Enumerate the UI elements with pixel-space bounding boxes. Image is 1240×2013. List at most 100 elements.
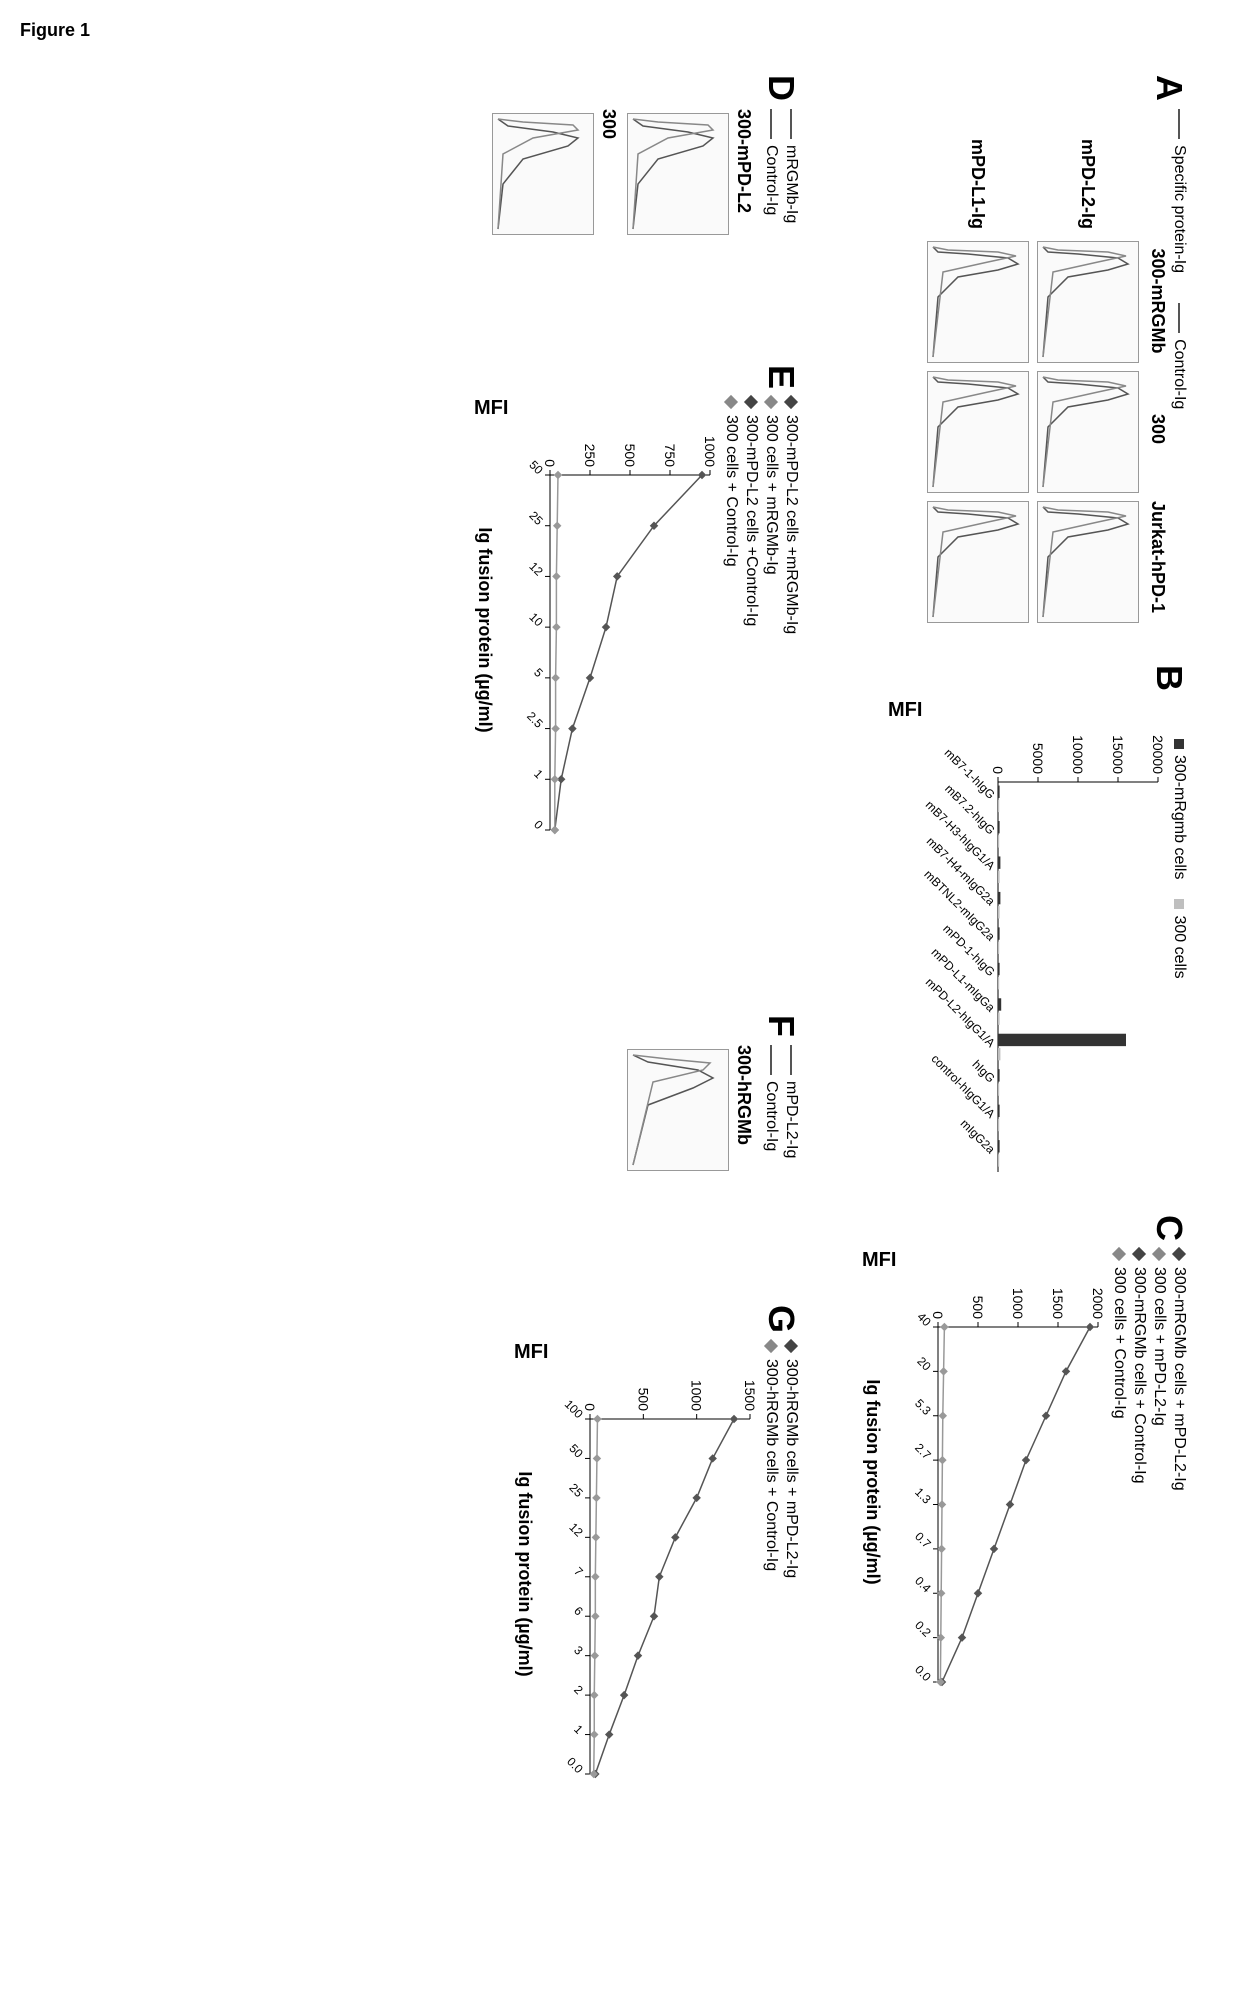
svg-text:2: 2 <box>571 1683 586 1698</box>
histogram-plot <box>1037 371 1139 493</box>
svg-text:1500: 1500 <box>1050 1288 1066 1319</box>
panel-e-xlabel: Ig fusion protein (µg/ml) <box>474 420 495 840</box>
hist-box-label: 300-mPD-L2 <box>733 109 754 239</box>
legend-item-label: 300-mPD-L2 cells +mRGMb-Ig <box>782 415 800 634</box>
legend-b-1: 300-mRgmb cells <box>1170 739 1188 879</box>
legend-a-specific: Specific protein-Ig <box>1170 109 1188 273</box>
col-a-1: 300 <box>1147 365 1168 493</box>
legend-b-2-label: 300 cells <box>1170 915 1188 978</box>
legend-item-label: 300 cells + mPD-L2-Ig <box>1150 1267 1168 1426</box>
panel-e-chart: 025050075010005025121052.510 <box>500 420 720 840</box>
panel-c-chart: 050010001500200040205.32.71.30.70.40.20.… <box>888 1272 1108 1692</box>
svg-text:25: 25 <box>566 1481 586 1501</box>
legend-item-label: 300-hRGMb cells + Control-Ig <box>762 1359 780 1571</box>
col-a-0: 300-mRGMb <box>1147 237 1168 365</box>
svg-text:500: 500 <box>970 1296 986 1320</box>
svg-text:10: 10 <box>526 610 546 630</box>
svg-text:5: 5 <box>531 665 546 680</box>
panel-b-label: B <box>888 665 1190 691</box>
svg-text:1000: 1000 <box>702 436 718 467</box>
svg-text:1500: 1500 <box>742 1380 758 1411</box>
panel-b: B 300-mRgmb cells 300 cells MFI 05000100… <box>862 665 1190 1185</box>
legend-d-2-label: Control-Ig <box>762 145 780 215</box>
svg-text:250: 250 <box>582 444 598 468</box>
row-header: mPD-L1-Ig <box>923 109 1033 237</box>
svg-text:100: 100 <box>562 1397 586 1421</box>
legend-item: 300 cells + mRGMb-Ig <box>762 397 780 840</box>
histogram-plot <box>1037 501 1139 623</box>
legend-item-label: 300-mPD-L2 cells +Control-Ig <box>742 415 760 626</box>
legend-item: 300-mRGMb cells + mPD-L2-Ig <box>1170 1249 1188 1692</box>
panel-c-xlabel: Ig fusion protein (µg/ml) <box>862 1272 883 1692</box>
svg-text:25: 25 <box>526 509 546 529</box>
histogram-plot <box>927 371 1029 493</box>
legend-d-1: mRGMb-Ig <box>782 109 800 239</box>
legend-item-label: 300 cells + mRGMb-Ig <box>762 415 780 575</box>
legend-item-label: 300-mRGMb cells + mPD-L2-Ig <box>1170 1267 1188 1491</box>
panel-f-label: F <box>623 1015 802 1037</box>
legend-b-1-label: 300-mRgmb cells <box>1170 755 1188 879</box>
histogram-plot <box>1037 241 1139 363</box>
legend-item: 300 cells + Control-Ig <box>1110 1249 1128 1692</box>
legend-item-label: 300-hRGMb cells + mPD-L2-Ig <box>782 1359 800 1578</box>
legend-d-1-label: mRGMb-Ig <box>782 145 800 223</box>
col-a-2: Jurkat-hPD-1 <box>1147 493 1168 621</box>
svg-text:1000: 1000 <box>1010 1288 1026 1319</box>
panel-d: D mRGMb-Ig Control-Ig 300-mPD-L2300 <box>474 75 802 335</box>
legend-item: 300-mPD-L2 cells +Control-Ig <box>742 397 760 840</box>
row-header: mPD-L2-Ig <box>1033 109 1143 237</box>
svg-text:0.4: 0.4 <box>912 1574 934 1596</box>
svg-text:0.0: 0.0 <box>564 1754 586 1776</box>
svg-text:500: 500 <box>635 1388 651 1412</box>
panel-e-label: E <box>474 365 802 389</box>
svg-text:12: 12 <box>526 559 546 579</box>
panel-c-ylabel: MFI <box>862 1249 1108 1272</box>
legend-item: 300-hRGMb cells + mPD-L2-Ig <box>782 1341 800 1784</box>
histogram-plot <box>627 1049 729 1171</box>
svg-text:2.7: 2.7 <box>912 1441 934 1463</box>
figure-body: A Specific protein-Ig Control-Ig <box>0 60 1200 2010</box>
legend-f-2: Control-Ig <box>762 1045 780 1175</box>
figure-title: Figure 1 <box>20 20 1240 41</box>
svg-text:6: 6 <box>571 1604 586 1619</box>
hist-box-label: 300-hRGMb <box>733 1045 754 1175</box>
legend-f-1: mPD-L2-Ig <box>782 1045 800 1175</box>
panel-g: G 300-hRGMb cells + mPD-L2-Ig300-hRGMb c… <box>474 1305 802 1925</box>
svg-text:0.2: 0.2 <box>912 1618 934 1640</box>
legend-b-2: 300 cells <box>1170 899 1188 978</box>
svg-text:5.3: 5.3 <box>912 1396 934 1418</box>
panel-g-label: G <box>514 1305 802 1333</box>
svg-text:mIgG2a: mIgG2a <box>958 1116 998 1156</box>
svg-text:5000: 5000 <box>1030 743 1046 774</box>
panel-g-chart: 050010001500100502512763210.0 <box>540 1364 760 1784</box>
panel-e-ylabel: MFI <box>474 397 720 420</box>
panel-b-ylabel: MFI <box>888 699 1168 722</box>
svg-text:20000: 20000 <box>1150 735 1166 774</box>
legend-f-2-label: Control-Ig <box>762 1081 780 1151</box>
legend-item: 300-mPD-L2 cells +mRGMb-Ig <box>782 397 800 840</box>
histogram-plot <box>927 241 1029 363</box>
svg-text:1: 1 <box>531 767 546 782</box>
legend-item-label: 300 cells + Control-Ig <box>722 415 740 567</box>
svg-text:750: 750 <box>662 444 678 468</box>
panel-b-chart: 05000100001500020000mB7-1-hIgGmB7.2-hIgG… <box>888 722 1168 1182</box>
histogram-plot <box>627 113 729 235</box>
svg-text:2.5: 2.5 <box>524 709 546 731</box>
svg-text:0.0: 0.0 <box>912 1662 934 1684</box>
svg-text:7: 7 <box>571 1564 586 1579</box>
panel-f: F mPD-L2-Ig Control-Ig 300-hRGMb <box>474 1015 802 1275</box>
panel-a-label: A <box>923 75 1190 101</box>
panel-c: C 300-mRGMb cells + mPD-L2-Ig300 cells +… <box>862 1215 1190 1835</box>
svg-text:10000: 10000 <box>1070 735 1086 774</box>
svg-text:15000: 15000 <box>1110 735 1126 774</box>
svg-text:2000: 2000 <box>1090 1288 1106 1319</box>
histogram-plot <box>927 501 1029 623</box>
legend-item: 300-hRGMb cells + Control-Ig <box>762 1341 780 1784</box>
panel-e: E 300-mPD-L2 cells +mRGMb-Ig300 cells + … <box>474 365 802 985</box>
svg-text:1000: 1000 <box>689 1380 705 1411</box>
panel-g-xlabel: Ig fusion protein (µg/ml) <box>514 1364 535 1784</box>
hist-box-label: 300 <box>598 109 619 239</box>
legend-item-label: 300-mRGMb cells + Control-Ig <box>1130 1267 1148 1484</box>
legend-item: 300 cells + mPD-L2-Ig <box>1150 1249 1168 1692</box>
legend-item: 300 cells + Control-Ig <box>722 397 740 840</box>
